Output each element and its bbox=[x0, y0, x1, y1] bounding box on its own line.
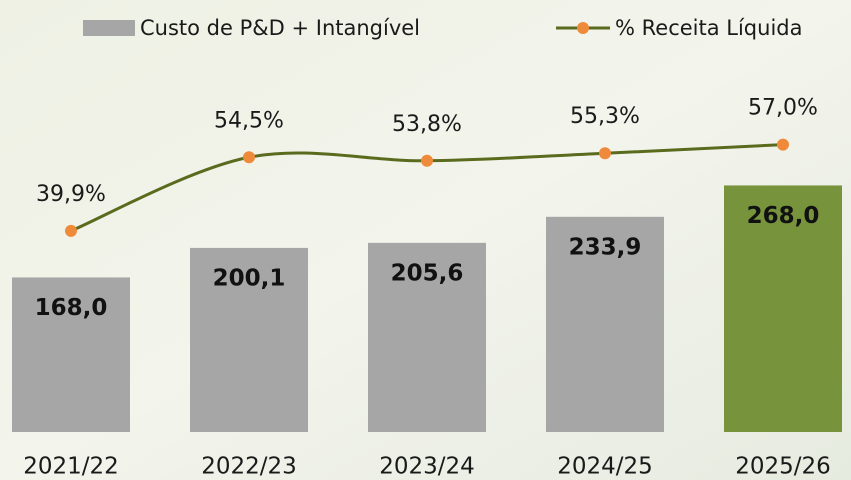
legend-swatch bbox=[83, 20, 135, 36]
bar bbox=[368, 242, 486, 432]
line-marker bbox=[421, 154, 433, 167]
legend-label: Custo de P&D + Intangível bbox=[140, 16, 420, 40]
bar bbox=[724, 185, 842, 432]
bar-value-label: 168,0 bbox=[35, 295, 108, 321]
bar bbox=[12, 277, 130, 432]
bar bbox=[190, 247, 308, 432]
line-marker bbox=[599, 147, 611, 160]
bar-value-label: 205,6 bbox=[391, 260, 464, 286]
line-marker bbox=[243, 151, 255, 164]
legend-marker bbox=[577, 22, 589, 34]
bar-value-label: 200,1 bbox=[213, 265, 286, 291]
line-marker bbox=[65, 224, 77, 237]
x-tick-label: 2022/23 bbox=[201, 454, 297, 480]
line-value-label: 55,3% bbox=[570, 104, 640, 129]
x-tick-label: 2024/25 bbox=[557, 454, 653, 480]
line-marker bbox=[777, 138, 789, 151]
line-value-label: 39,9% bbox=[36, 182, 106, 207]
line-value-label: 53,8% bbox=[392, 112, 462, 137]
legend-label: % Receita Líquida bbox=[615, 16, 802, 40]
x-tick-label: 2023/24 bbox=[379, 454, 475, 480]
bar bbox=[546, 216, 664, 432]
x-tick-label: 2025/26 bbox=[735, 454, 831, 480]
line-value-label: 54,5% bbox=[214, 108, 284, 133]
x-tick-label: 2021/22 bbox=[23, 454, 119, 480]
line-value-label: 57,0% bbox=[748, 96, 818, 121]
bar-value-label: 268,0 bbox=[747, 203, 820, 229]
bar-value-label: 233,9 bbox=[569, 234, 642, 260]
